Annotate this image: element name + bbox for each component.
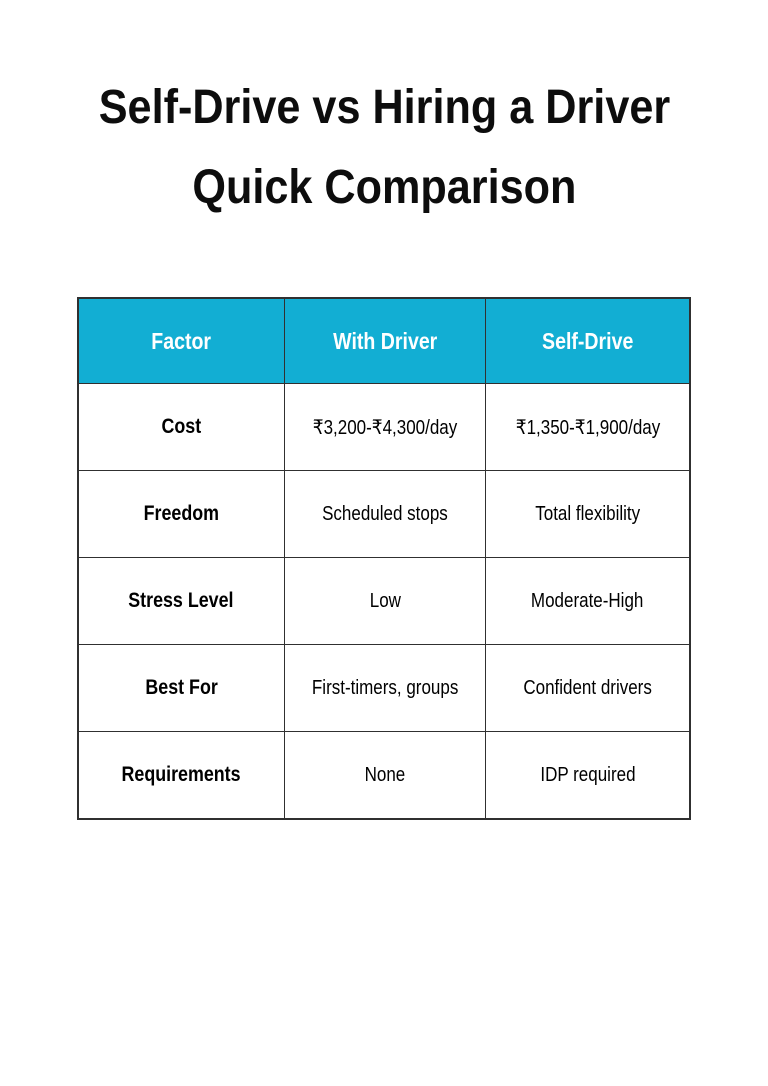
table-row-stress-level: Stress Level Low Moderate-High [77, 557, 691, 645]
factor-label-cost: Cost [77, 383, 285, 471]
factor-label-stress-level: Stress Level [77, 557, 285, 645]
title-line-1: Self-Drive vs Hiring a Driver [98, 81, 670, 134]
factor-label-requirements: Requirements [77, 731, 285, 820]
cell-cost-with-driver: ₹3,200-₹4,300/day [283, 383, 487, 471]
table-row-freedom: Freedom Scheduled stops Total flexibilit… [77, 470, 691, 558]
cell-cost-self-drive: ₹1,350-₹1,900/day [485, 383, 691, 471]
title-line-2: Quick Comparison [191, 161, 577, 214]
cell-freedom-self-drive: Total flexibility [485, 470, 691, 558]
header-cell-with-driver: With Driver [283, 297, 487, 384]
cell-stress-with-driver: Low [283, 557, 487, 645]
table-row-cost: Cost ₹3,200-₹4,300/day ₹1,350-₹1,900/day [77, 383, 691, 471]
table-row-requirements: Requirements None IDP required [77, 731, 691, 820]
table-header-row: Factor With Driver Self-Drive [77, 297, 691, 384]
table-row-best-for: Best For First-timers, groups Confident … [77, 644, 691, 732]
cell-stress-self-drive: Moderate-High [485, 557, 691, 645]
factor-label-freedom: Freedom [77, 470, 285, 558]
cell-requirements-with-driver: None [283, 731, 487, 820]
cell-best-for-self-drive: Confident drivers [485, 644, 691, 732]
factor-label-best-for: Best For [77, 644, 285, 732]
cell-freedom-with-driver: Scheduled stops [283, 470, 487, 558]
cell-best-for-with-driver: First-timers, groups [283, 644, 487, 732]
header-cell-self-drive: Self-Drive [485, 297, 691, 384]
cell-requirements-self-drive: IDP required [485, 731, 691, 820]
page-title: Self-Drive vs Hiring a Driver Quick Comp… [0, 80, 768, 216]
header-cell-factor: Factor [77, 297, 285, 384]
comparison-table: Factor With Driver Self-Drive Cost ₹3,20… [77, 297, 691, 820]
